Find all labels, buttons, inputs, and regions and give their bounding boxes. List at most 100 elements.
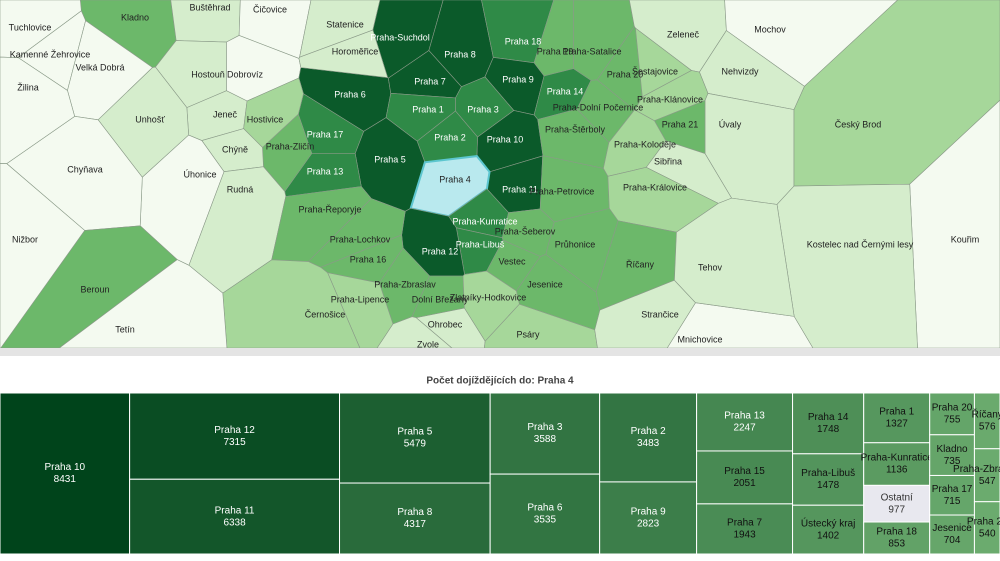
cell-value: 7315 xyxy=(223,437,246,448)
region-label: Psáry xyxy=(516,329,540,339)
cell-value: 8431 xyxy=(54,474,77,485)
region-label: Praha-Dolní Počernice xyxy=(553,102,644,112)
region-label: Praha 16 xyxy=(350,254,387,264)
region-label: Velká Dobrá xyxy=(75,62,124,72)
cell-value: 715 xyxy=(944,496,961,507)
region-label: Praha 13 xyxy=(307,166,344,176)
cell-label: Praha 10 xyxy=(45,462,86,473)
region-label: Zeleneč xyxy=(667,29,700,39)
region-label: Jeneč xyxy=(213,109,238,119)
region-label: Šestajovice xyxy=(632,66,678,76)
treemap-cell xyxy=(863,521,931,555)
region-label: Praha-Královice xyxy=(623,182,687,192)
region-label: Nižbor xyxy=(12,234,38,244)
region-label: Říčany xyxy=(626,259,655,269)
region-label: Ohrobec xyxy=(428,319,463,329)
region-label: Praha 6 xyxy=(334,89,366,99)
region-label: Chýně xyxy=(222,144,248,154)
cell-label: Praha 12 xyxy=(214,425,255,436)
treemap-cell xyxy=(489,392,601,475)
cell-label: Jesenice xyxy=(932,523,972,534)
region-label: Praha 7 xyxy=(414,76,446,86)
cell-value: 977 xyxy=(888,504,905,515)
region-label: Praha 20 xyxy=(607,69,644,79)
region-label: Tetín xyxy=(115,324,135,334)
cell-value: 2247 xyxy=(733,423,756,434)
region-label: Praha-Lochkov xyxy=(330,234,391,244)
region-label: Mochov xyxy=(754,24,786,34)
cell-value: 547 xyxy=(979,476,996,487)
region-label: Praha-Šeberov xyxy=(495,226,556,236)
region-label: Zvole xyxy=(417,339,439,349)
region-label: Unhošť xyxy=(135,114,165,124)
divider xyxy=(0,348,1000,356)
cell-value: 576 xyxy=(979,422,996,433)
cell-label: Ostatní xyxy=(881,492,913,503)
region-label: Hostouň xyxy=(191,69,225,79)
cell-value: 853 xyxy=(888,539,905,550)
region-label: Praha 2 xyxy=(434,132,466,142)
treemap-cell xyxy=(489,473,601,555)
region-label: Praha-Klánovice xyxy=(637,94,703,104)
cell-label: Praha 5 xyxy=(397,427,432,438)
region-label: Praha 21 xyxy=(662,119,699,129)
treemap-cell xyxy=(929,514,975,555)
cell-label: Praha 11 xyxy=(215,505,255,516)
treemap-cell xyxy=(792,392,865,455)
region-label: Nehvizdy xyxy=(721,66,759,76)
cell-label: Praha 8 xyxy=(397,507,432,518)
cell-label: Praha 21 xyxy=(967,517,1000,528)
cell-label: Praha-Libuš xyxy=(801,468,855,479)
cell-label: Praha 18 xyxy=(876,527,917,538)
region-label: Průhonice xyxy=(555,239,596,249)
region-label: Praha 14 xyxy=(547,86,584,96)
region-label: Praha 18 xyxy=(505,36,542,46)
region-label: Praha-Koloděje xyxy=(614,139,676,149)
region-label: Český Brod xyxy=(835,119,882,129)
region-label: Úhonice xyxy=(183,169,216,179)
cell-label: Ústecký kraj xyxy=(801,516,855,529)
cell-value: 1327 xyxy=(886,419,909,430)
cell-label: Praha 6 xyxy=(527,503,562,514)
region-label: Praha 12 xyxy=(422,246,459,256)
region-label: Horoměřice xyxy=(332,46,379,56)
region-label: Praha-Petrovice xyxy=(530,186,595,196)
region-label: Kouřim xyxy=(951,234,980,244)
region-label: Praha-Libuš xyxy=(456,239,505,249)
region-label: Praha-Zbraslav xyxy=(374,279,436,289)
region-label: Praha-Štěrboly xyxy=(545,124,606,134)
treemap-cell xyxy=(973,501,1000,555)
cell-label: Praha 2 xyxy=(631,426,666,437)
region-label: Hostivice xyxy=(247,114,284,124)
region-label: Praha 17 xyxy=(307,129,344,139)
region xyxy=(298,29,389,78)
region-label: Praha 5 xyxy=(374,154,406,164)
cell-label: Praha-Kunratice xyxy=(861,453,934,464)
region-label: Praha 4 xyxy=(439,174,471,184)
region-label: Praha 11 xyxy=(502,184,538,194)
cell-value: 6338 xyxy=(223,517,246,528)
region xyxy=(576,79,635,143)
region xyxy=(674,197,795,317)
cell-label: Praha 15 xyxy=(724,466,765,477)
region-label: Chyňava xyxy=(67,164,103,174)
region-label: Strančice xyxy=(641,309,679,319)
region-label: Tehov xyxy=(698,262,723,272)
region-label: Dolní Břežany xyxy=(412,294,469,304)
cell-value: 735 xyxy=(944,456,961,467)
cell-value: 2823 xyxy=(637,519,660,530)
region xyxy=(462,270,520,342)
region-label: Tuchlovice xyxy=(9,22,52,32)
cell-value: 540 xyxy=(979,529,996,540)
treemap-cell xyxy=(599,481,698,555)
region-label: Mnichovice xyxy=(677,334,722,344)
region-label: Statenice xyxy=(326,19,364,29)
treemap-cell xyxy=(0,392,131,555)
cell-label: Praha 7 xyxy=(727,518,762,529)
cell-label: Praha 9 xyxy=(631,507,666,518)
cell-label: Říčany xyxy=(972,408,1000,421)
cell-label: Praha 20 xyxy=(932,403,973,414)
